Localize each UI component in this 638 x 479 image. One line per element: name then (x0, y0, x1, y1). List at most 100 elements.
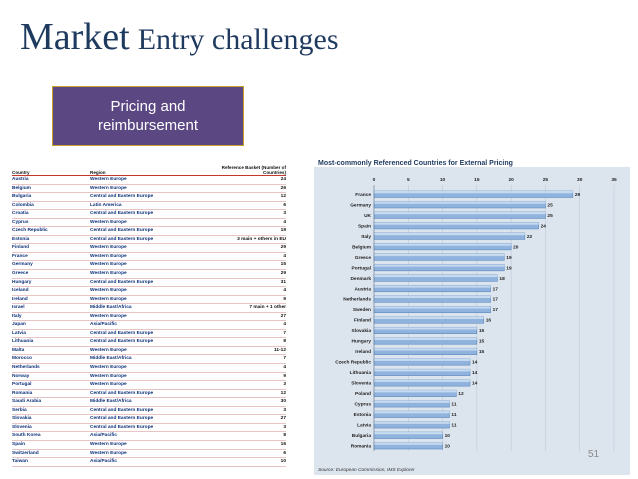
cell-basket: 30 (280, 399, 286, 405)
cell-country: Belgium (12, 185, 31, 191)
bar-highlight (374, 390, 457, 393)
data-label: 15 (479, 339, 485, 345)
data-label: 19 (506, 265, 512, 271)
table-row: South Korea Asia/Pacific 8 (12, 432, 286, 441)
cell-region: Central and Eastern Europe (90, 407, 154, 413)
category-label: Italy (361, 234, 371, 240)
table-row: Germany Western Europe 15 (12, 261, 286, 271)
cell-country: Estonia (12, 236, 30, 242)
cell-basket: 27 (280, 313, 286, 319)
data-label: 17 (493, 307, 499, 313)
table-row: Taiwan Asia/Pacific 10 (12, 458, 286, 467)
cell-country: Saudi Arabia (12, 399, 42, 405)
x-tick-label: 10 (440, 177, 446, 183)
cell-region: Latin America (90, 202, 122, 208)
cell-region: Central and Eastern Europe (90, 424, 154, 430)
bar-highlight (374, 369, 470, 372)
cell-country: Israel (12, 305, 25, 311)
header-region: Region (90, 170, 106, 175)
table-row: Morocco Middle East/Africa 7 (12, 355, 286, 365)
category-label: Portugal (352, 265, 371, 271)
cell-basket: 16 (280, 441, 286, 447)
chart-background (314, 155, 630, 475)
bar-highlight (374, 295, 491, 299)
cell-region: Central and Eastern Europe (90, 279, 154, 285)
cell-region: Western Europe (90, 253, 127, 259)
table-row: Cyprus Western Europe 4 (12, 219, 286, 228)
data-label: 24 (541, 223, 547, 229)
bar-highlight (374, 264, 505, 267)
table-row: Ireland Western Europe 9 (12, 296, 286, 305)
cell-basket: 15 (280, 262, 286, 268)
cell-country: Norway (12, 373, 30, 379)
cell-country: Croatia (12, 211, 29, 217)
header-country: Country (12, 170, 30, 175)
slide-title-part2: Entry challenges (137, 23, 339, 56)
cell-basket: 27 (280, 416, 286, 422)
cell-country: Finland (12, 245, 30, 251)
data-label: 14 (472, 381, 478, 387)
cell-region: Central and Eastern Europe (90, 228, 154, 234)
cell-basket: 10 (280, 459, 286, 465)
cell-region: Western Europe (90, 219, 127, 225)
cell-region: Asia/Pacific (90, 322, 117, 328)
table-row: Croatia Central and Eastern Europe 3 (12, 210, 286, 219)
table-row: Serbia Central and Eastern Europe 3 (12, 407, 286, 416)
data-label: 11 (451, 412, 456, 418)
table-row: Switzerland Western Europe 6 (12, 450, 286, 459)
cell-country: Switzerland (12, 450, 39, 456)
cell-basket: 3 (283, 407, 286, 413)
cell-basket: 4 (283, 288, 286, 294)
data-label: 20 (513, 244, 519, 250)
category-label: Slovenia (351, 381, 371, 387)
data-label: 10 (445, 443, 451, 449)
category-label: Netherlands (343, 297, 371, 303)
cell-basket: 3 (283, 424, 286, 430)
cell-region: Middle East/Africa (90, 305, 132, 311)
table-row: Portugal Western Europe 3 (12, 381, 286, 390)
data-label: 14 (472, 360, 478, 366)
table-row: France Western Europe 4 (12, 253, 286, 262)
cell-basket: 31 (280, 279, 286, 285)
table-row: Iceland Western Europe 4 (12, 287, 286, 296)
category-label: Latvia (357, 423, 371, 429)
category-label: Bulgaria (352, 433, 372, 439)
table-header: Country Region Reference Basket (Number … (12, 157, 286, 176)
cell-country: Czech Republic (12, 228, 48, 234)
cell-region: Central and Eastern Europe (90, 211, 154, 217)
cell-country: Cyprus (12, 219, 29, 225)
category-label: Slovakia (352, 328, 372, 334)
cell-region: Western Europe (90, 177, 127, 182)
category-label: Cyprus (354, 402, 371, 408)
table-row: Saudi Arabia Middle East/Africa 30 (12, 398, 286, 407)
cell-basket: 6 (283, 202, 286, 208)
category-label: France (355, 192, 371, 198)
table-body: Austria Western Europe 24 Belgium Western Eu… (12, 176, 286, 467)
cell-country: Slovenia (12, 424, 32, 430)
data-label: 25 (547, 213, 553, 219)
cell-country: Iceland (12, 288, 29, 294)
table-row: Latvia Central and Eastern Europe 7 (12, 330, 286, 339)
x-tick-label: 0 (373, 177, 376, 183)
cell-basket: 24 (280, 177, 286, 182)
cell-country: Portugal (12, 382, 32, 388)
x-tick-label: 30 (577, 177, 583, 183)
slide-title: Market Entry challenges (20, 18, 339, 56)
data-label: 25 (547, 202, 553, 208)
data-label: 12 (458, 391, 464, 397)
cell-country: Spain (12, 441, 26, 447)
table-row: Slovakia Central and Eastern Europe 27 (12, 415, 286, 424)
cell-region: Western Europe (90, 373, 127, 379)
table-row: Romania Central and Eastern Europe 12 (12, 390, 286, 399)
bar-highlight (374, 274, 498, 278)
bar-highlight (374, 400, 450, 403)
cell-country: Colombia (12, 202, 34, 208)
category-label: Denmark (350, 276, 371, 282)
table-row: Austria Western Europe 24 (12, 176, 286, 185)
cell-basket: 4 (283, 322, 286, 328)
cell-country: Malta (12, 347, 25, 353)
cell-region: Middle East/Africa (90, 399, 132, 405)
cell-region: Western Europe (90, 365, 127, 371)
bar-highlight (374, 411, 450, 414)
reference-basket-table: Country Region Reference Basket (Number … (12, 157, 286, 467)
